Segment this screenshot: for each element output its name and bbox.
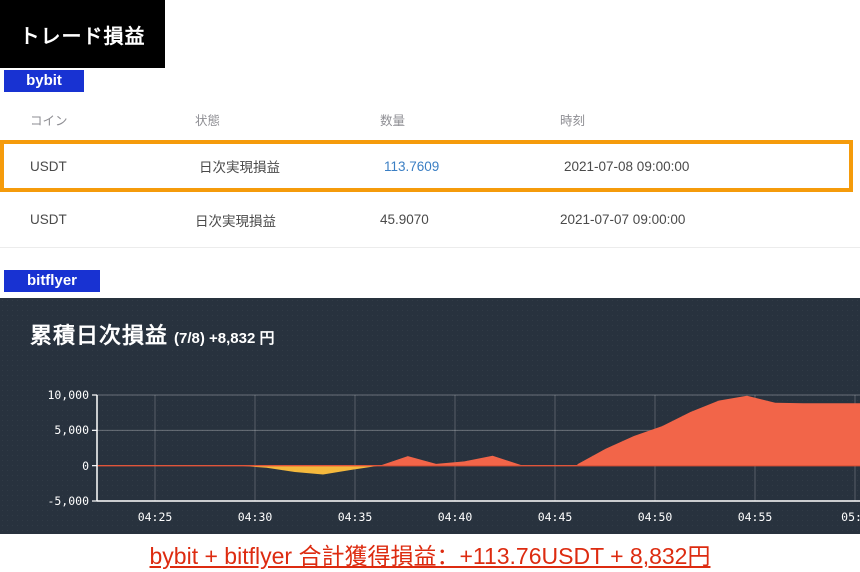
x-axis-tick-label: 05:0 — [841, 510, 860, 524]
total-profit-text: bybit + bitflyer 合計獲得損益：+113.76USDT + 8,… — [149, 543, 711, 569]
bybit-badge: bybit — [4, 70, 84, 92]
trade-pnl-table: コイン 状態 数量 時刻 USDT 日次実現損益 113.7609 2021-0… — [0, 98, 860, 248]
cell-coin: USDT — [30, 158, 67, 174]
chart-title: 累積日次損益 (7/8) +8,832 円 — [30, 318, 275, 350]
cell-time: 2021-07-08 09:00:00 — [564, 158, 690, 174]
x-axis-tick-label: 04:35 — [337, 510, 373, 524]
cumulative-pnl-chart-panel: 累積日次損益 (7/8) +8,832 円 10,000 5,000 0 -5,000 … — [0, 298, 860, 534]
bybit-badge-label: bybit — [26, 72, 62, 89]
x-axis-tick-label: 04:45 — [537, 510, 573, 524]
page-title-banner: トレード損益 — [0, 0, 165, 68]
cell-state: 日次実現損益 — [199, 160, 280, 175]
table-row[interactable]: USDT 日次実現損益 45.9070 2021-07-07 09:00:00 — [0, 192, 860, 248]
cell-amount: 113.7609 — [384, 158, 440, 174]
column-header-state: 状態 — [195, 113, 221, 128]
chart-plot-area — [92, 394, 860, 502]
chart-title-sub: (7/8) +8,832 円 — [174, 330, 275, 347]
bitflyer-badge-label: bitflyer — [26, 272, 77, 289]
chart-area-series — [97, 395, 860, 475]
cell-state: 日次実現損益 — [195, 213, 276, 229]
x-axis-tick-label: 04:55 — [737, 510, 773, 524]
column-header-amount: 数量 — [380, 113, 406, 128]
y-axis-tick-label: 0 — [82, 458, 89, 473]
x-axis-tick-label: 04:50 — [637, 510, 673, 524]
x-axis-tick-label: 04:30 — [237, 510, 273, 524]
table-row[interactable]: USDT 日次実現損益 113.7609 2021-07-08 09:00:00 — [0, 140, 853, 192]
x-axis-tick-label: 04:40 — [437, 510, 473, 524]
page-title: トレード損益 — [19, 25, 146, 48]
y-axis-tick-label: -5,000 — [47, 494, 89, 508]
cell-coin: USDT — [30, 212, 67, 227]
y-axis-tick-label: 10,000 — [47, 388, 89, 402]
cell-time: 2021-07-07 09:00:00 — [560, 212, 686, 227]
x-axis-tick-label: 04:25 — [137, 510, 173, 524]
chart-title-main: 累積日次損益 — [30, 323, 169, 348]
y-axis-tick-label: 5,000 — [54, 423, 89, 438]
chart-axes — [92, 394, 860, 502]
total-profit-caption: bybit + bitflyer 合計獲得損益：+113.76USDT + 8,… — [0, 536, 860, 572]
column-header-coin: コイン — [30, 113, 68, 128]
bitflyer-badge: bitflyer — [4, 270, 100, 292]
column-header-time: 時刻 — [560, 113, 586, 128]
table-header-row: コイン 状態 数量 時刻 — [0, 98, 860, 140]
cell-amount: 45.9070 — [380, 212, 429, 227]
